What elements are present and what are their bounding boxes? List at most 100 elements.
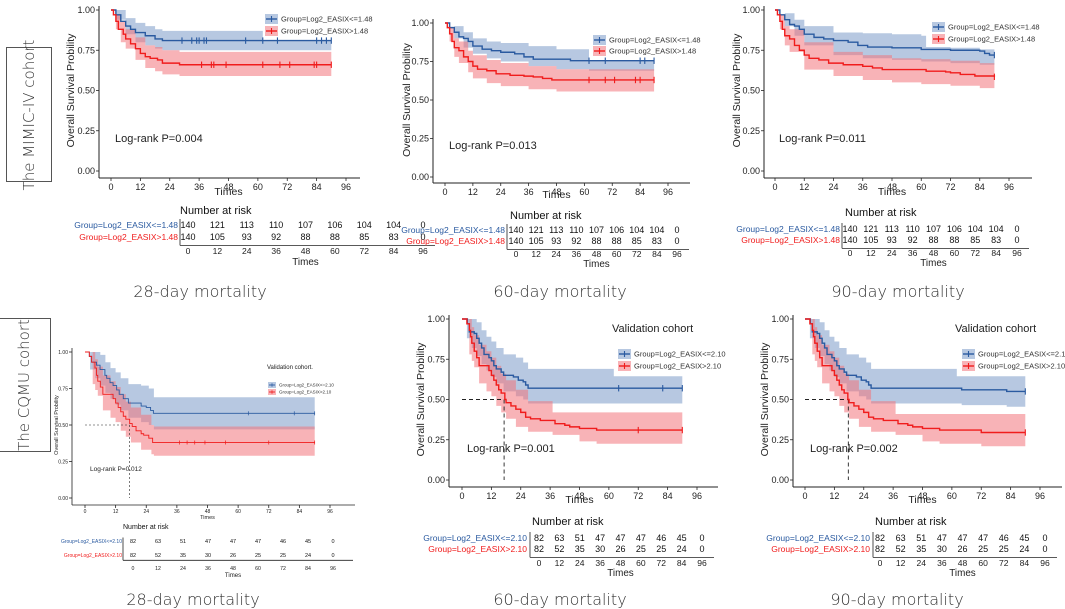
x-tick-label: 24 bbox=[516, 491, 526, 501]
y-tick-label: 1.00 bbox=[77, 5, 95, 15]
risk-table-time-tick: 36 bbox=[937, 558, 947, 568]
x-tick-label: 60 bbox=[253, 182, 263, 192]
x-tick-label: 96 bbox=[663, 187, 673, 197]
risk-table-cell: 26 bbox=[615, 544, 625, 554]
ci-band-1 bbox=[462, 319, 683, 404]
risk-table-cell: 30 bbox=[937, 544, 947, 554]
km-panel-2: 0.00 0.25 0.50 0.75 1.00 0 12 24 36 48 60 72 84 96 Tim… bbox=[401, 18, 701, 301]
x-tick-label: 48 bbox=[205, 509, 211, 515]
risk-table-cell: 113 bbox=[240, 220, 254, 230]
x-axis-label: Times bbox=[908, 494, 936, 506]
risk-table-row-label: Group=Log2_EASIX>2.10 bbox=[771, 544, 870, 554]
risk-table-cell: 25 bbox=[978, 544, 988, 554]
risk-table-cell: 47 bbox=[230, 539, 236, 545]
risk-table-cell: 0 bbox=[420, 220, 425, 230]
risk-table-cell: 82 bbox=[130, 553, 136, 559]
km-curve-1 bbox=[462, 318, 683, 389]
risk-table-cell: 0 bbox=[331, 553, 334, 559]
risk-table-cell: 121 bbox=[210, 220, 225, 230]
x-tick-label: 60 bbox=[916, 182, 926, 192]
y-axis-label: Overall Survival Probility bbox=[65, 33, 77, 148]
risk-table-cell: 88 bbox=[949, 235, 959, 245]
risk-table-x-label: Times bbox=[607, 568, 634, 579]
risk-table-time-tick: 36 bbox=[205, 566, 211, 572]
risk-table-time-tick: 60 bbox=[612, 249, 622, 259]
risk-table-cell: 25 bbox=[255, 553, 261, 559]
risk-table-time-tick: 48 bbox=[929, 248, 939, 258]
km-curve-2 bbox=[462, 318, 683, 431]
risk-table-time-tick: 24 bbox=[551, 249, 561, 259]
risk-table-cell: 92 bbox=[571, 236, 581, 246]
x-tick-label: 24 bbox=[143, 509, 149, 515]
risk-table-x-label: Times bbox=[920, 258, 947, 269]
km-panel-6: 0.00 0.25 0.50 0.75 1.00 0 12 24 36 48 60 72 84 96 Tim… bbox=[759, 314, 1065, 609]
risk-table-cell: 113 bbox=[885, 224, 899, 234]
ci-band-2 bbox=[805, 319, 1026, 447]
x-tick-label: 72 bbox=[976, 491, 986, 501]
x-tick-label: 72 bbox=[282, 182, 292, 192]
logrank-annotation: Log-rank P=0.002 bbox=[810, 443, 898, 455]
risk-table-row-label: Group=Log2_EASIX<=1.48 bbox=[74, 220, 178, 230]
x-tick-label: 24 bbox=[496, 187, 506, 197]
legend-entry-label: Group=Log2_EASIX<=1.48 bbox=[948, 23, 1040, 32]
risk-table-cell: 0 bbox=[699, 533, 704, 543]
x-tick-label: 36 bbox=[858, 182, 868, 192]
risk-table-cell: 92 bbox=[908, 235, 918, 245]
x-tick-label: 48 bbox=[223, 182, 233, 192]
risk-table-cell: 105 bbox=[210, 232, 225, 242]
x-tick-label: 60 bbox=[579, 187, 589, 197]
risk-table-cell: 82 bbox=[875, 544, 885, 554]
risk-table-time-tick: 12 bbox=[155, 566, 161, 572]
x-tick-label: 24 bbox=[859, 491, 869, 501]
risk-table-cell: 0 bbox=[1014, 224, 1019, 234]
x-tick-label: 12 bbox=[486, 491, 496, 501]
risk-table-cell: 104 bbox=[629, 225, 644, 235]
panel-title: 28-day mortality bbox=[133, 282, 266, 301]
risk-table-row-label: Group=Log2_EASIX<=2.10 bbox=[61, 539, 122, 545]
y-tick-label: 0.25 bbox=[742, 126, 760, 136]
risk-table-cell: 24 bbox=[305, 553, 311, 559]
risk-table-time-tick: 84 bbox=[305, 566, 311, 572]
risk-table-cell: 24 bbox=[677, 544, 687, 554]
risk-table-time-tick: 48 bbox=[616, 558, 626, 568]
x-tick-label: 60 bbox=[947, 491, 957, 501]
risk-table-cell: 0 bbox=[420, 232, 425, 242]
risk-table-cell: 105 bbox=[863, 235, 878, 245]
y-tick-label: 0.50 bbox=[77, 86, 95, 96]
risk-table-time-tick: 36 bbox=[908, 248, 918, 258]
y-tick-label: 0.50 bbox=[771, 395, 789, 405]
risk-table-cell: 47 bbox=[937, 533, 947, 543]
x-tick-label: 12 bbox=[135, 182, 145, 192]
risk-table-time-tick: 0 bbox=[878, 558, 883, 568]
risk-table-cell: 104 bbox=[649, 225, 664, 235]
risk-table-cell: 140 bbox=[180, 232, 195, 242]
x-tick-label: 0 bbox=[108, 182, 113, 192]
ci-band-1 bbox=[805, 319, 1026, 407]
risk-table-time-tick: 72 bbox=[656, 558, 666, 568]
y-tick-label: 0.00 bbox=[427, 475, 445, 485]
panel-title: 90-day mortality bbox=[830, 590, 963, 609]
risk-table-cell: 104 bbox=[386, 220, 401, 230]
x-tick-label: 84 bbox=[975, 182, 985, 192]
risk-table-time-tick: 12 bbox=[896, 558, 906, 568]
row-label-cqmu: The CQMU cohort bbox=[0, 318, 51, 452]
risk-table-row-label: Group=Log2_EASIX<=1.48 bbox=[736, 224, 840, 234]
risk-table-time-tick: 36 bbox=[271, 246, 281, 256]
risk-table-time-tick: 72 bbox=[280, 566, 286, 572]
risk-table-time-tick: 24 bbox=[180, 566, 186, 572]
x-tick-label: 96 bbox=[692, 491, 702, 501]
y-tick-label: 0.50 bbox=[427, 395, 445, 405]
risk-table-cell: 0 bbox=[1014, 235, 1019, 245]
risk-table-title: Number at risk bbox=[123, 524, 169, 531]
risk-table-time-tick: 60 bbox=[978, 558, 988, 568]
km-curve-2 bbox=[445, 22, 655, 81]
risk-table-x-label: Times bbox=[583, 259, 610, 270]
risk-table-time-tick: 84 bbox=[677, 558, 687, 568]
risk-table-cell: 26 bbox=[957, 544, 967, 554]
risk-table-title: Number at risk bbox=[845, 207, 917, 219]
risk-table-time-tick: 0 bbox=[537, 558, 542, 568]
panel-title: 28-day mortality bbox=[126, 590, 259, 609]
risk-table-cell: 63 bbox=[554, 533, 564, 543]
km-curve-1 bbox=[111, 9, 332, 42]
risk-table-cell: 110 bbox=[269, 220, 283, 230]
